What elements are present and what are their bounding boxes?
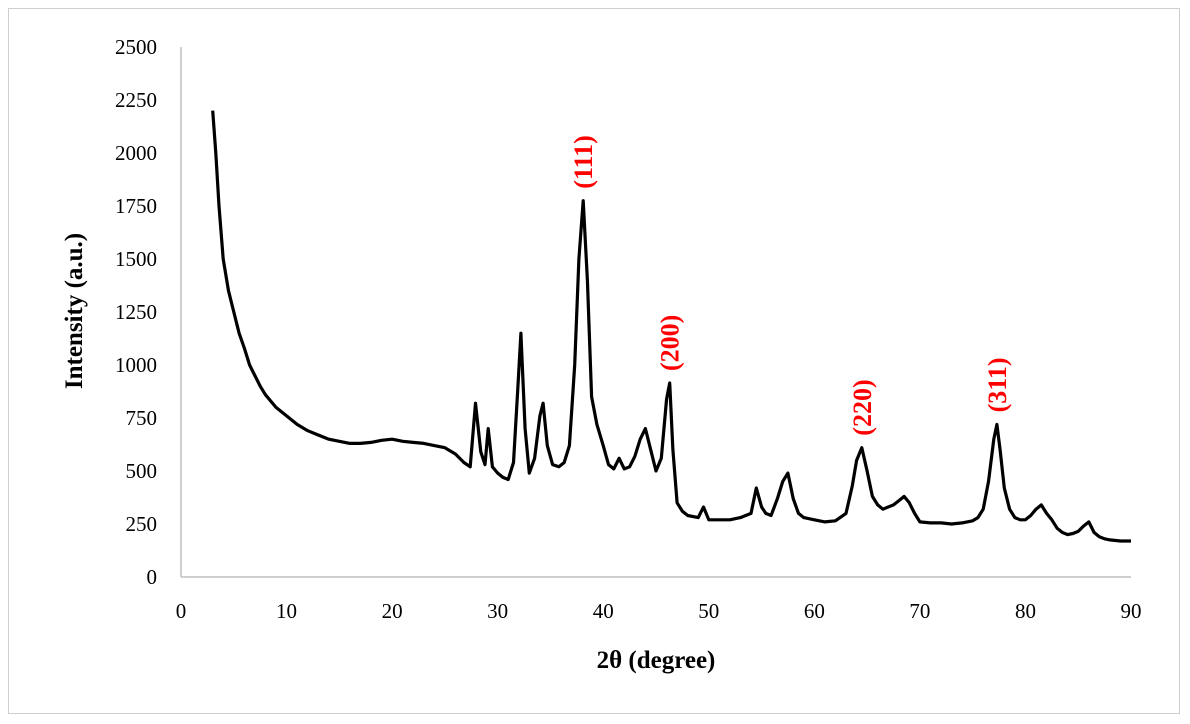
y-tick-label: 750 bbox=[126, 406, 158, 430]
y-tick-label: 1750 bbox=[115, 194, 157, 218]
y-tick-label: 250 bbox=[126, 512, 158, 536]
chart-frame bbox=[8, 8, 1180, 714]
x-tick-labels: 0 10 20 30 40 50 60 70 80 90 bbox=[176, 599, 1142, 623]
x-tick-label: 40 bbox=[593, 599, 614, 623]
intensity-series-line bbox=[211, 110, 1131, 543]
x-tick-label: 10 bbox=[276, 599, 297, 623]
x-tick-label: 60 bbox=[804, 599, 825, 623]
y-tick-label: 0 bbox=[147, 565, 158, 589]
y-tick-label: 2000 bbox=[115, 141, 157, 165]
peak-label: (200) bbox=[656, 315, 685, 371]
y-tick-label: 1250 bbox=[115, 300, 157, 324]
x-tick-label: 50 bbox=[698, 599, 719, 623]
x-tick-label: 20 bbox=[382, 599, 403, 623]
x-tick-label: 70 bbox=[909, 599, 930, 623]
x-tick-label: 0 bbox=[176, 599, 187, 623]
x-tick-label: 30 bbox=[487, 599, 508, 623]
y-axis-title: Intensity (a.u.) bbox=[61, 233, 88, 389]
x-tick-label: 90 bbox=[1121, 599, 1142, 623]
x-axis-title: 2θ (degree) bbox=[597, 647, 716, 674]
axes bbox=[180, 47, 1131, 578]
y-tick-label: 1000 bbox=[115, 353, 157, 377]
peak-label: (311) bbox=[983, 358, 1012, 413]
y-tick-label: 2250 bbox=[115, 88, 157, 112]
y-tick-label: 500 bbox=[126, 459, 158, 483]
peak-label: (111) bbox=[569, 135, 598, 188]
y-tick-label: 1500 bbox=[115, 247, 157, 271]
y-tick-labels: 0 250 500 750 1000 1250 1500 1750 2000 2250 2500 bbox=[115, 35, 157, 589]
y-tick-label: 2500 bbox=[115, 35, 157, 59]
peak-label: (220) bbox=[848, 379, 877, 435]
peak-annotations: (111) (200) (220) (311) bbox=[569, 135, 1012, 435]
x-tick-label: 80 bbox=[1015, 599, 1036, 623]
